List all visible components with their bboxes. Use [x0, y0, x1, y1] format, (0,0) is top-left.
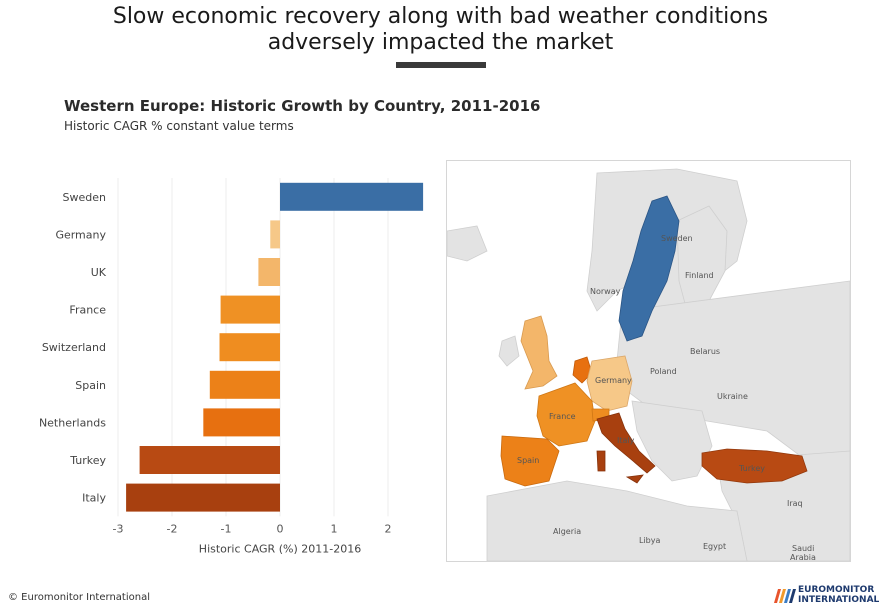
map-label-germany: Germany — [595, 376, 632, 385]
category-label-germany: Germany — [55, 228, 106, 241]
logo-line-1: EUROMONITOR — [798, 585, 875, 595]
map-label-belarus: Belarus — [690, 347, 720, 356]
map-label-algeria: Algeria — [553, 527, 581, 536]
map-label-spain: Spain — [517, 456, 539, 465]
category-label-switzerland: Switzerland — [42, 341, 106, 354]
country-spain — [500, 435, 560, 487]
headline-line-2: adversely impacted the market — [267, 30, 614, 55]
chart-subtitle: Historic CAGR % constant value terms — [64, 119, 294, 133]
x-tick-label-5: 2 — [385, 522, 392, 535]
map-label-norway: Norway — [590, 287, 621, 296]
country-netherlands — [572, 356, 593, 384]
country-france — [536, 382, 596, 447]
category-label-uk: UK — [91, 266, 107, 279]
country-italy-sardinia — [596, 450, 606, 472]
bar-spain — [209, 370, 280, 399]
country-sweden — [618, 195, 680, 342]
category-label-italy: Italy — [82, 492, 106, 505]
country-italy — [596, 412, 656, 474]
map-label-sweden: Sweden — [661, 234, 693, 243]
category-label-netherlands: Netherlands — [39, 416, 106, 429]
country-italy-sicily — [625, 474, 644, 484]
category-label-france: France — [69, 304, 106, 317]
headline-line-1: Slow economic recovery along with bad we… — [112, 4, 769, 29]
category-label-sweden: Sweden — [63, 191, 106, 204]
map-label-poland: Poland — [650, 367, 677, 376]
land-finland — [676, 205, 728, 312]
logo-mark-icon — [774, 589, 796, 603]
map-label-ukraine: Ukraine — [717, 392, 748, 401]
bar-sweden — [280, 182, 424, 211]
map-label-italy: Italy — [617, 436, 635, 445]
map-label-france: France — [549, 412, 576, 421]
chart-title: Western Europe: Historic Growth by Count… — [64, 97, 541, 115]
slide-headline: Slow economic recovery along with bad we… — [0, 4, 881, 56]
x-tick-label-4: 1 — [331, 522, 338, 535]
country-germany — [586, 355, 633, 412]
land-balkans — [631, 400, 713, 482]
bar-netherlands — [203, 408, 280, 437]
headline-underline — [396, 62, 486, 68]
bar-switzerland — [219, 333, 280, 362]
bar-uk — [258, 258, 280, 286]
map-label-libya: Libya — [639, 536, 660, 545]
land-greenland-iceland — [446, 225, 488, 262]
europe-map: Sweden Finland Norway Belarus Poland Ukr… — [446, 160, 851, 562]
x-tick-label-1: -2 — [167, 522, 178, 535]
category-label-spain: Spain — [75, 379, 106, 392]
map-label-turkey: Turkey — [738, 464, 765, 473]
copyright-text: © Euromonitor International — [8, 592, 150, 603]
bar-france — [220, 295, 280, 324]
land-ireland — [498, 335, 520, 367]
growth-bar-chart: Sweden Germany UK France Switzerland Spain Net… — [39, 178, 424, 555]
bar-germany — [270, 220, 280, 249]
map-label-arabia: Arabia — [790, 553, 816, 561]
x-tick-label-0: -3 — [113, 522, 124, 535]
category-label-turkey: Turkey — [69, 454, 106, 467]
map-label-iraq: Iraq — [787, 499, 803, 508]
x-axis-title: Historic CAGR (%) 2011-2016 — [199, 542, 361, 555]
map-label-saudi: Saudi — [792, 544, 814, 553]
euromonitor-logo: EUROMONITOR INTERNATIONAL — [772, 584, 880, 606]
map-svg: Sweden Finland Norway Belarus Poland Ukr… — [446, 168, 851, 562]
bar-turkey — [139, 446, 280, 474]
country-uk — [520, 315, 558, 390]
logo-line-2: INTERNATIONAL — [798, 595, 880, 605]
country-turkey — [701, 448, 808, 484]
x-tick-label-3: 0 — [277, 522, 284, 535]
bar-italy — [126, 483, 280, 512]
map-label-finland: Finland — [685, 271, 714, 280]
x-tick-label-2: -1 — [221, 522, 232, 535]
map-label-egypt: Egypt — [703, 542, 726, 551]
